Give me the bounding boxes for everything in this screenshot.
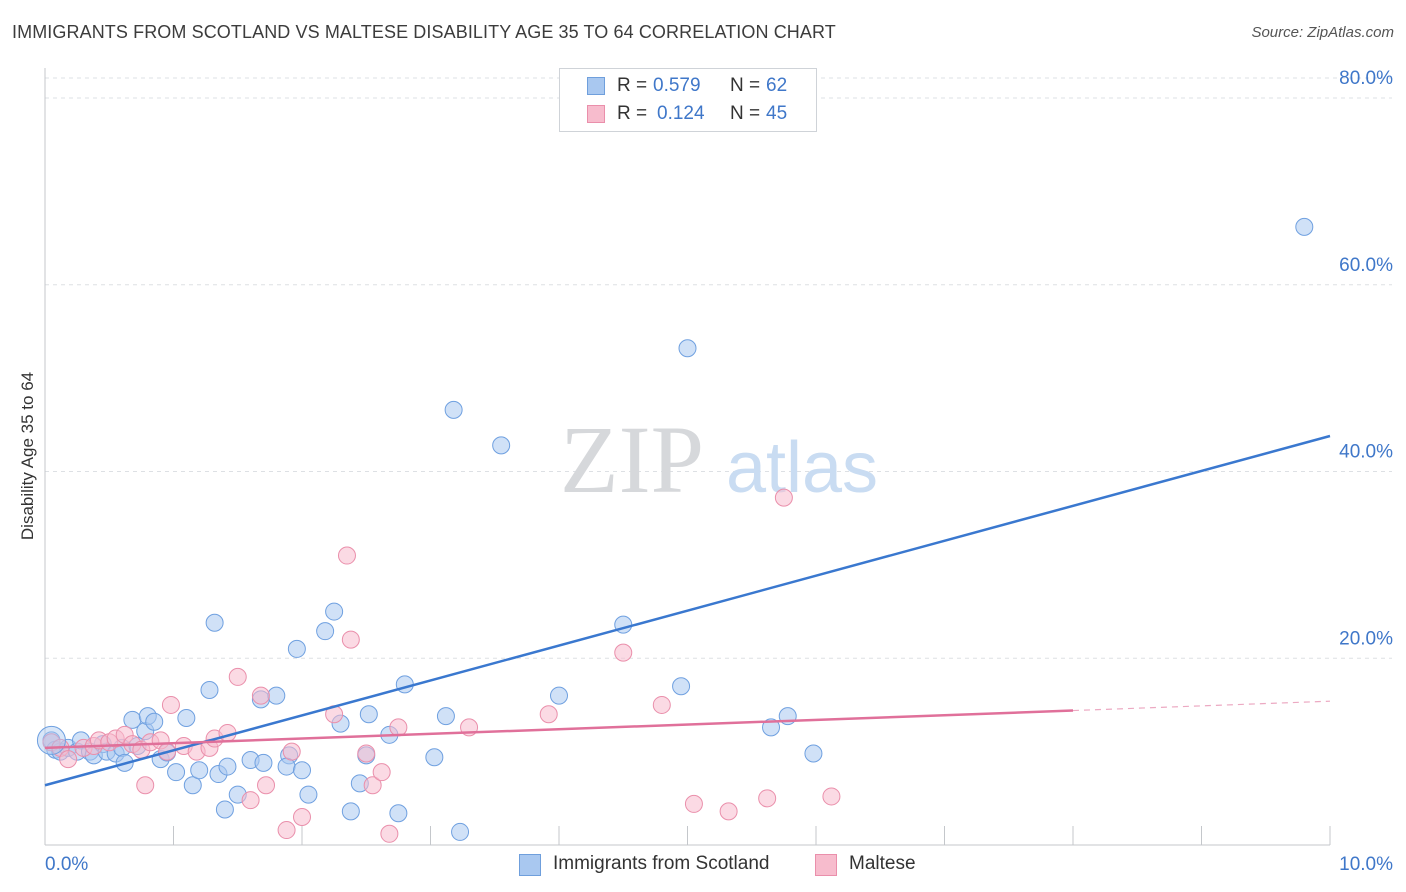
- maltese-point: [380, 824, 399, 843]
- maltese-point: [363, 776, 382, 795]
- legend-r-value: 0.124: [657, 103, 705, 124]
- maltese-trend-line: [44, 709, 1074, 750]
- legend-r-value: 0.579: [653, 75, 701, 96]
- legend-r-label: R =: [617, 103, 648, 124]
- scotland-point: [287, 639, 306, 658]
- scotland-point: [550, 686, 568, 705]
- maltese-point: [293, 807, 311, 826]
- scotland-point: [389, 804, 408, 823]
- watermark-zip: ZIP: [560, 406, 704, 513]
- scotland-point: [672, 677, 691, 696]
- scotland-point: [316, 622, 335, 641]
- scotland-point: [277, 757, 296, 776]
- y-tick-label: 80.0%: [1339, 68, 1393, 89]
- maltese-point: [357, 744, 376, 763]
- scotland-point: [293, 761, 311, 780]
- scotland-point: [436, 707, 455, 726]
- legend-n-label: N =: [730, 103, 761, 124]
- maltese-point: [774, 488, 793, 507]
- maltese-point: [389, 718, 408, 737]
- maltese-point: [372, 763, 391, 782]
- scotland-point: [36, 725, 66, 755]
- scotland-point: [267, 686, 286, 705]
- legend-n-value: 45: [766, 103, 788, 124]
- scotland-point: [425, 748, 444, 767]
- maltese-trend-line-extension: [1072, 700, 1331, 712]
- scotland-point: [678, 339, 697, 358]
- scotland-point: [177, 709, 196, 728]
- scotland-point: [167, 763, 186, 782]
- bottom-legend-label: Maltese: [849, 853, 916, 874]
- scotland-point: [325, 602, 344, 621]
- y-tick-label: 20.0%: [1339, 628, 1393, 649]
- y-axis-label: Disability Age 35 to 64: [18, 371, 37, 541]
- maltese-point: [337, 546, 356, 565]
- data-points: [36, 217, 1314, 843]
- scotland-point: [190, 761, 209, 780]
- scotland-point: [762, 718, 781, 737]
- scotland-point: [451, 822, 470, 841]
- scotland-point: [492, 436, 511, 455]
- scotland-point: [183, 776, 202, 795]
- scotland-point: [254, 753, 273, 772]
- legend-n-value: 62: [766, 75, 788, 96]
- scotland-point: [444, 400, 463, 419]
- tick-labels: 20.0% 40.0% 60.0% 80.0% 0.0% 10.0%: [45, 68, 1393, 875]
- maltese-point: [257, 776, 276, 795]
- scotland-point: [341, 802, 360, 821]
- maltese-point: [652, 695, 671, 714]
- legend-n-label: N =: [730, 75, 761, 96]
- bottom-legend-swatch-maltese: [815, 854, 837, 876]
- maltese-point: [277, 821, 296, 840]
- scotland-point: [215, 800, 234, 819]
- maltese-point: [758, 789, 777, 808]
- correlation-legend: R = 0.579 N = 62 R = 0.124 N = 45: [559, 68, 817, 132]
- chart-title: IMMIGRANTS FROM SCOTLAND VS MALTESE DISA…: [12, 22, 836, 42]
- scotland-point: [299, 785, 318, 804]
- scotland-point: [200, 680, 219, 699]
- scotland-point: [145, 712, 164, 731]
- legend-swatch-maltese: [587, 105, 605, 123]
- scotland-point: [218, 757, 237, 776]
- legend-swatch-scotland: [587, 77, 605, 95]
- scotland-point: [1295, 217, 1314, 236]
- scotland-point: [205, 613, 224, 632]
- maltese-point: [241, 791, 260, 810]
- maltese-point: [251, 686, 270, 705]
- scotland-trend-line: [44, 434, 1331, 787]
- maltese-point: [161, 695, 180, 714]
- watermark-atlas: atlas: [726, 428, 878, 508]
- grid-lines: [45, 77, 1392, 659]
- maltese-point: [59, 750, 78, 769]
- scotland-point: [804, 744, 823, 763]
- maltese-point: [822, 787, 841, 806]
- x-tick-label: 10.0%: [1339, 854, 1393, 875]
- x-tick-label: 0.0%: [45, 854, 88, 875]
- y-tick-label: 60.0%: [1339, 255, 1393, 276]
- bottom-legend-label: Immigrants from Scotland: [553, 853, 770, 874]
- bottom-legend-swatch-scotland: [519, 854, 541, 876]
- maltese-point: [136, 776, 155, 795]
- maltese-point: [684, 794, 703, 813]
- y-tick-label: 40.0%: [1339, 442, 1393, 463]
- legend-r-label: R =: [617, 75, 648, 96]
- source-label: Source: ZipAtlas.com: [1251, 24, 1394, 41]
- maltese-point: [539, 705, 558, 724]
- watermark: ZIP atlas: [560, 406, 878, 513]
- maltese-point: [719, 802, 738, 821]
- maltese-point: [341, 630, 360, 649]
- maltese-point: [614, 643, 633, 662]
- maltese-point: [282, 742, 301, 761]
- trend-lines: [44, 434, 1331, 787]
- axes: [44, 68, 1331, 846]
- scotland-point: [359, 705, 378, 724]
- maltese-point: [228, 667, 247, 686]
